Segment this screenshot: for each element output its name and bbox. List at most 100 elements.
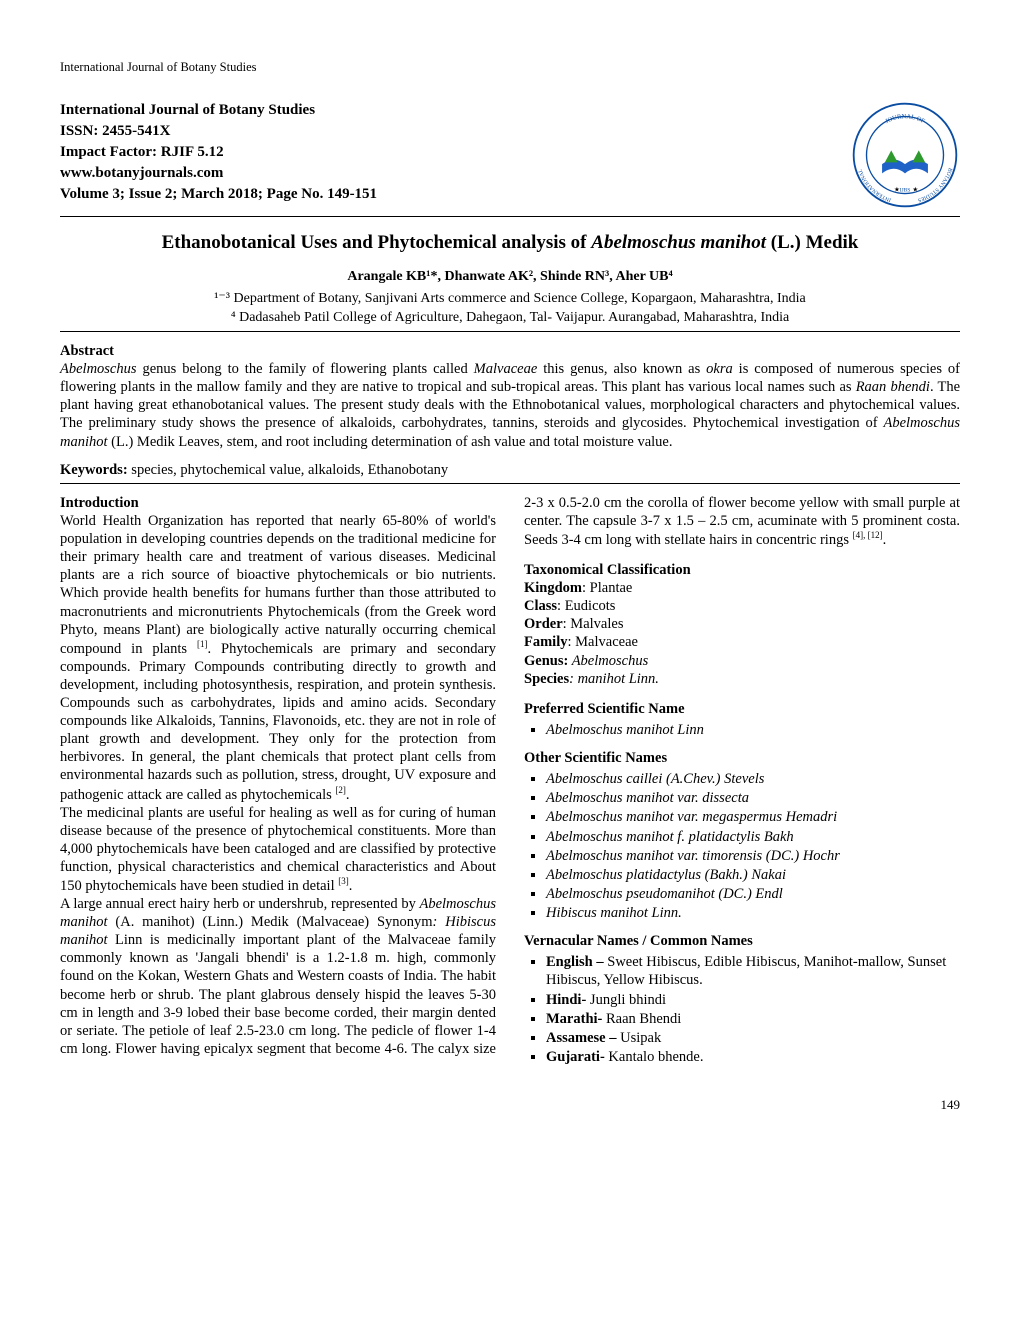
- intro-p1: World Health Organization has reported t…: [60, 513, 496, 657]
- journal-logo: JOURNAL OF INTERNATIONAL BOTANY STUDIES …: [850, 100, 960, 210]
- abstract-ital: okra: [706, 361, 733, 377]
- keywords: Keywords: species, phytochemical value, …: [60, 461, 960, 479]
- issn: ISSN: 2455-541X: [60, 121, 377, 142]
- other-item: Abelmoschus platidactylus (Bakh.) Nakai: [546, 867, 786, 883]
- vern-key: Hindi-: [546, 992, 590, 1008]
- journal-name: International Journal of Botany Studies: [60, 100, 377, 121]
- abstract-span: this genus, also known as: [537, 361, 706, 377]
- vern-val: Usipak: [620, 1030, 661, 1046]
- intro-p3f: .: [883, 532, 887, 548]
- list-item: Abelmoschus caillei (A.Chev.) Stevels: [546, 770, 960, 788]
- taxo-row: Species: manihot Linn.: [524, 670, 960, 688]
- svg-text:★: ★: [894, 186, 900, 193]
- vern-val: Raan Bhendi: [606, 1011, 681, 1027]
- taxo-row: Family: Malvaceae: [524, 633, 960, 651]
- list-item: Assamese – Usipak: [546, 1029, 960, 1047]
- taxo-key: Genus:: [524, 653, 568, 669]
- list-item: Hibiscus manihot Linn.: [546, 904, 960, 922]
- taxo-val: : Malvaceae: [568, 634, 638, 650]
- ref-2: [2]: [335, 785, 346, 795]
- taxo-section: Taxonomical Classification Kingdom: Plan…: [524, 561, 960, 688]
- affiliation-2: ⁴ Dadasaheb Patil College of Agriculture…: [60, 309, 960, 327]
- svg-text:IJBS: IJBS: [900, 187, 911, 193]
- keywords-text: species, phytochemical value, alkaloids,…: [128, 462, 449, 478]
- taxo-key: Kingdom: [524, 580, 582, 596]
- masthead: International Journal of Botany Studies …: [60, 100, 960, 210]
- authors: Arangale KB¹*, Dhanwate AK², Shinde RN³,…: [60, 268, 960, 286]
- other-section: Other Scientific Names Abelmoschus caill…: [524, 749, 960, 922]
- intro-p3c: (A. manihot) (Linn.) Medik (Malvaceae) S…: [108, 914, 433, 930]
- intro-p1c: .: [346, 786, 350, 802]
- other-item: Abelmoschus manihot var. dissecta: [546, 790, 749, 806]
- other-item: Hibiscus manihot Linn.: [546, 905, 682, 921]
- other-item: Abelmoschus pseudomanihot (DC.) Endl: [546, 886, 783, 902]
- taxo-key: Class: [524, 598, 557, 614]
- vern-val: Kantalo bhende.: [608, 1049, 703, 1065]
- taxo-val: : Eudicots: [557, 598, 615, 614]
- affiliation-1: ¹⁻³ Department of Botany, Sanjivani Arts…: [60, 290, 960, 308]
- vern-key: English –: [546, 954, 607, 970]
- intro-p3a: A large annual erect hairy herb or under…: [60, 896, 419, 912]
- taxo-val: : Malvales: [563, 616, 624, 632]
- intro-head: Introduction: [60, 495, 139, 511]
- body-columns: Introduction World Health Organization h…: [60, 494, 960, 1067]
- title-text-post: (L.) Medik: [766, 232, 858, 253]
- taxo-key: Species: [524, 671, 569, 687]
- divider: [60, 216, 960, 217]
- list-item: Marathi- Raan Bhendi: [546, 1010, 960, 1028]
- taxo-val: : manihot Linn.: [569, 671, 659, 687]
- other-list: Abelmoschus caillei (A.Chev.) Stevels Ab…: [524, 770, 960, 922]
- article-title: Ethanobotanical Uses and Phytochemical a…: [60, 231, 960, 255]
- abstract-ital: Raan bhendi: [856, 379, 930, 395]
- taxo-val: Abelmoschus: [568, 653, 648, 669]
- abstract-text: Abelmoschus genus belong to the family o…: [60, 360, 960, 451]
- abstract-span: (L.) Medik Leaves, stem, and root includ…: [108, 434, 673, 450]
- vern-key: Marathi-: [546, 1011, 606, 1027]
- preferred-list: Abelmoschus manihot Linn: [524, 721, 960, 739]
- abstract-block: Abstract Abelmoschus genus belong to the…: [60, 342, 960, 451]
- vernacular-section: Vernacular Names / Common Names English …: [524, 932, 960, 1066]
- vern-val: Jungli bhindi: [590, 992, 666, 1008]
- other-item: Abelmoschus manihot var. timorensis (DC.…: [546, 848, 840, 864]
- title-text-ital: Abelmoschus manihot: [591, 232, 766, 253]
- website: www.botanyjournals.com: [60, 163, 377, 184]
- keywords-label: Keywords:: [60, 462, 128, 478]
- list-item: Abelmoschus manihot f. platidactylis Bak…: [546, 828, 960, 846]
- divider: [60, 483, 960, 484]
- running-header: International Journal of Botany Studies: [60, 60, 960, 76]
- page-number: 149: [60, 1097, 960, 1113]
- vernacular-head: Vernacular Names / Common Names: [524, 932, 960, 950]
- abstract-span: genus belong to the family of flowering …: [137, 361, 474, 377]
- list-item: Abelmoschus pseudomanihot (DC.) Endl: [546, 885, 960, 903]
- intro-p2: The medicinal plants are useful for heal…: [60, 805, 496, 894]
- list-item: Abelmoschus manihot var. megaspermus Hem…: [546, 808, 960, 826]
- ref-1: [1]: [197, 639, 208, 649]
- title-text-pre: Ethanobotanical Uses and Phytochemical a…: [162, 232, 592, 253]
- taxo-val: : Plantae: [582, 580, 632, 596]
- ref-3: [3]: [338, 876, 349, 886]
- taxo-row: Genus: Abelmoschus: [524, 652, 960, 670]
- preferred-section: Preferred Scientific Name Abelmoschus ma…: [524, 700, 960, 739]
- list-item: Gujarati- Kantalo bhende.: [546, 1048, 960, 1066]
- abstract-ital: Abelmoschus: [60, 361, 137, 377]
- abstract-label: Abstract: [60, 342, 960, 360]
- preferred-head: Preferred Scientific Name: [524, 700, 960, 718]
- taxo-row: Kingdom: Plantae: [524, 579, 960, 597]
- list-item: Abelmoschus manihot Linn: [546, 721, 960, 739]
- list-item: Abelmoschus platidactylus (Bakh.) Nakai: [546, 866, 960, 884]
- vernacular-list: English – Sweet Hibiscus, Edible Hibiscu…: [524, 953, 960, 1066]
- abstract-ital: Malvaceae: [474, 361, 538, 377]
- svg-text:★: ★: [912, 186, 918, 193]
- taxo-row: Order: Malvales: [524, 615, 960, 633]
- taxo-key: Order: [524, 616, 563, 632]
- impact-factor: Impact Factor: RJIF 5.12: [60, 142, 377, 163]
- divider: [60, 331, 960, 332]
- masthead-text: International Journal of Botany Studies …: [60, 100, 377, 205]
- taxo-key: Family: [524, 634, 568, 650]
- other-head: Other Scientific Names: [524, 749, 960, 767]
- taxo-head: Taxonomical Classification: [524, 561, 960, 579]
- volume-info: Volume 3; Issue 2; March 2018; Page No. …: [60, 184, 377, 205]
- list-item: Abelmoschus manihot var. dissecta: [546, 789, 960, 807]
- preferred-item: Abelmoschus manihot Linn: [546, 722, 704, 738]
- list-item: Abelmoschus manihot var. timorensis (DC.…: [546, 847, 960, 865]
